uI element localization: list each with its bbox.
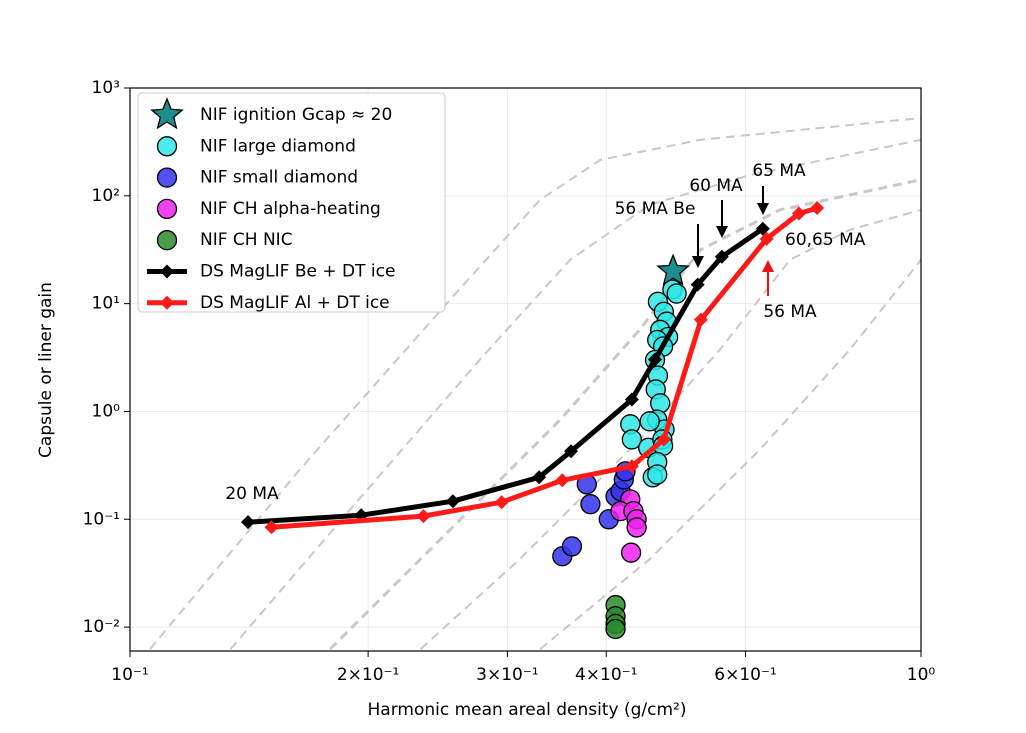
plot-frame (129, 87, 922, 652)
circle-marker (605, 618, 626, 640)
annotation: 65 MA (752, 161, 806, 181)
y-tick-label: 10¹ (92, 294, 120, 314)
circle-marker (647, 464, 668, 485)
legend-label: NIF CH NIC (200, 230, 293, 250)
diamond-marker (759, 231, 774, 246)
diamond-marker (160, 295, 174, 310)
circle-marker (156, 136, 178, 157)
diamond-marker (532, 470, 547, 485)
diamond-marker (264, 520, 279, 535)
legend-label: NIF CH alpha-heating (200, 199, 381, 219)
annotation: 20 MA (225, 484, 279, 504)
star-marker (656, 253, 690, 286)
y-tick-label: 10⁻¹ (83, 509, 120, 529)
legend-label: NIF ignition Gcap ≈ 20 (200, 105, 392, 125)
circle-marker (156, 167, 178, 188)
diamond-marker (656, 432, 671, 447)
reference-curve (149, 117, 921, 650)
circle-marker (156, 230, 178, 251)
y-tick-label: 10³ (92, 78, 120, 98)
annotation-arrowhead (716, 226, 728, 238)
diamond-marker (693, 312, 708, 327)
x-tick-label: 3×10⁻¹ (476, 665, 538, 685)
y-tick-label: 10⁻² (83, 617, 120, 637)
reference-curve (539, 259, 921, 650)
diamond-marker (810, 201, 825, 216)
annotation: 60,65 MA (785, 230, 866, 250)
x-axis-label: Harmonic mean areal density (g/cm²) (368, 700, 687, 720)
circle-marker (156, 198, 178, 220)
circle-marker (561, 536, 583, 557)
diamond-marker (714, 249, 729, 264)
legend-label: DS MagLIF Be + DT ice (200, 262, 395, 282)
x-tick-label: 10⁰ (907, 665, 936, 685)
series-line (271, 205, 818, 530)
legend-label: NIF small diamond (200, 168, 358, 188)
circle-marker (639, 411, 660, 432)
reference-curve (328, 178, 921, 651)
annotation: 56 MA Be (615, 199, 696, 219)
annotation: 60 MA (689, 176, 743, 196)
annotation: 56 MA (763, 302, 817, 322)
y-tick-label: 10² (92, 186, 120, 206)
reference-curve (229, 138, 921, 650)
x-tick-label: 2×10⁻¹ (337, 665, 399, 685)
diamond-marker (445, 494, 460, 509)
diamond-marker (555, 473, 570, 488)
diamond-marker (690, 277, 705, 292)
diamond-marker (563, 444, 578, 459)
diamond-marker (624, 459, 639, 474)
y-axis-label: Capsule or liner gain (36, 282, 56, 458)
annotation-arrowhead (692, 256, 704, 268)
reference-curve (419, 208, 921, 650)
diamond-marker (416, 509, 431, 524)
diamond-marker (791, 206, 806, 221)
x-tick-label: 10⁻¹ (111, 665, 148, 685)
y-tick-label: 10⁰ (92, 401, 121, 421)
circle-marker (620, 542, 642, 563)
annotation-arrowhead (762, 260, 774, 272)
annotation-arrowhead (757, 203, 769, 215)
x-tick-label: 4×10⁻¹ (575, 665, 637, 685)
legend-label: NIF large diamond (200, 136, 356, 156)
plot-area (149, 117, 921, 651)
circle-marker (666, 283, 687, 304)
series-line (247, 226, 765, 525)
diamond-marker (160, 264, 174, 279)
circle-marker (580, 494, 601, 515)
diamond-marker (494, 495, 509, 510)
legend-box (137, 92, 446, 313)
circle-marker (626, 517, 647, 538)
star-marker (150, 97, 184, 130)
diamond-marker (647, 352, 662, 367)
diamond-marker (624, 392, 639, 407)
diamond-marker (241, 515, 256, 530)
circle-marker (621, 429, 643, 450)
x-tick-label: 6×10⁻¹ (714, 665, 776, 685)
legend-label: DS MagLIF Al + DT ice (200, 293, 390, 313)
